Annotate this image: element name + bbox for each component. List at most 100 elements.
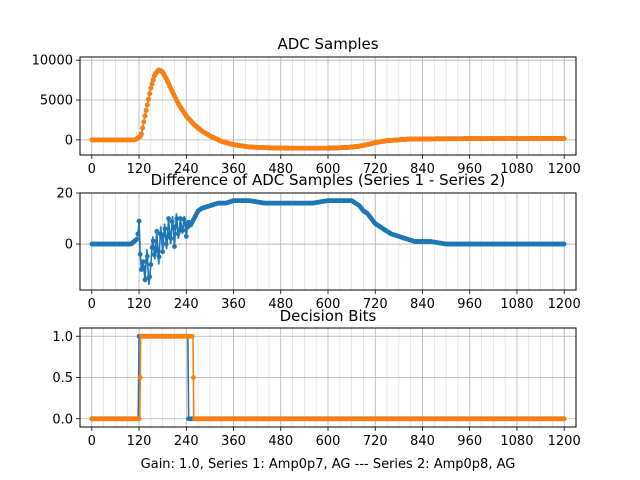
x-tick-label: 840 — [410, 297, 435, 312]
x-tick-label: 1080 — [500, 297, 533, 312]
y-tick-label: 1.0 — [52, 330, 73, 345]
x-tick-label: 1200 — [548, 434, 581, 449]
data-point — [141, 265, 147, 270]
data-point — [183, 233, 189, 239]
x-tick-label: 480 — [268, 162, 293, 177]
data-point — [142, 113, 148, 119]
data-point — [561, 136, 567, 141]
panel-3-title: Decision Bits — [280, 307, 377, 325]
data-point — [172, 244, 177, 250]
data-point — [139, 131, 144, 137]
y-tick-label: 10000 — [32, 54, 73, 69]
x-tick-label: 960 — [457, 434, 482, 449]
data-point — [136, 218, 142, 224]
data-point — [140, 125, 145, 131]
x-tick-label: 1200 — [548, 297, 581, 312]
x-tick-label: 1200 — [548, 162, 581, 177]
data-point — [152, 252, 157, 258]
data-point — [146, 96, 151, 102]
y-tick-label: 0 — [65, 133, 73, 148]
x-tick-label: 1080 — [500, 162, 533, 177]
data-point — [137, 251, 143, 257]
data-point — [144, 253, 150, 259]
y-tick-label: 0 — [65, 238, 73, 253]
data-point — [166, 216, 171, 221]
data-point — [149, 81, 155, 87]
x-tick-label: 720 — [363, 162, 388, 177]
data-point — [142, 277, 148, 283]
data-point — [147, 91, 153, 97]
data-point — [136, 416, 142, 422]
x-tick-label: 120 — [127, 162, 152, 177]
data-point — [154, 228, 160, 234]
x-tick-label: 480 — [268, 434, 293, 449]
data-point — [148, 85, 154, 91]
data-point — [143, 259, 149, 264]
x-tick-label: 600 — [316, 162, 341, 177]
data-point — [150, 77, 156, 83]
data-point — [181, 217, 187, 222]
panel-1-title: ADC Samples — [277, 35, 378, 53]
data-point — [150, 238, 156, 244]
data-point — [144, 102, 150, 108]
x-tick-label: 960 — [457, 162, 482, 177]
x-tick-label: 720 — [363, 434, 388, 449]
x-tick-label: 240 — [174, 297, 199, 312]
x-tick-label: 360 — [221, 297, 246, 312]
axes-frame — [79, 56, 577, 156]
data-point — [162, 226, 168, 232]
y-tick-label: 20 — [56, 187, 73, 202]
data-point — [189, 333, 195, 339]
axes-frame — [79, 192, 577, 291]
x-tick-label: 840 — [410, 434, 435, 449]
x-tick-label: 360 — [221, 434, 246, 449]
panel-1-adc-samples: 0 120 240 360 480 600 720 840 960 1080 1200 0 5000 10… — [32, 54, 581, 177]
data-point — [137, 375, 143, 380]
x-tick-label: 720 — [363, 297, 388, 312]
x-tick-label: 0 — [88, 297, 96, 312]
data-point — [147, 274, 153, 280]
data-point — [140, 259, 145, 265]
data-point — [173, 224, 179, 230]
data-point — [134, 236, 140, 242]
data-point — [561, 241, 567, 247]
data-point — [169, 219, 175, 224]
x-axis-label: Gain: 1.0, Series 1: Amp0p7, AG --- Seri… — [141, 457, 516, 472]
data-point — [156, 254, 162, 260]
y-tick-label: 0.5 — [52, 371, 73, 386]
data-point — [155, 248, 161, 254]
data-point — [149, 245, 155, 251]
data-point — [141, 119, 147, 125]
data-point — [167, 231, 173, 237]
y-tick-label: 0.0 — [52, 412, 73, 427]
x-tick-label: 600 — [316, 297, 341, 312]
x-tick-label: 840 — [410, 162, 435, 177]
data-point — [180, 227, 186, 233]
panel-2-title: Difference of ADC Samples (Series 1 - Se… — [151, 171, 506, 189]
x-tick-label: 1080 — [500, 434, 533, 449]
data-point — [143, 107, 149, 113]
data-point — [163, 241, 169, 247]
x-tick-label: 120 — [127, 434, 152, 449]
panel-2-difference: 0 120 240 360 480 600 720 840 960 1080 1200 0 20 — [56, 187, 580, 313]
x-tick-label: 360 — [221, 162, 246, 177]
data-point — [561, 416, 567, 422]
x-tick-label: 120 — [127, 297, 152, 312]
x-tick-label: 0 — [88, 434, 96, 449]
x-tick-label: 240 — [174, 162, 199, 177]
x-tick-label: 480 — [268, 297, 293, 312]
data-point — [168, 236, 174, 241]
data-point — [135, 231, 141, 237]
data-point — [161, 232, 167, 238]
x-tick-label: 240 — [174, 434, 199, 449]
data-point — [148, 262, 154, 267]
data-point — [160, 249, 166, 255]
y-tick-label: 5000 — [40, 94, 73, 109]
data-point — [190, 375, 196, 380]
axes-frame — [79, 327, 577, 428]
panel-3-decision-bits: 0 120 240 360 480 600 720 840 960 1080 1200 0.0 0.5 1… — [52, 327, 581, 449]
x-tick-label: 600 — [316, 434, 341, 449]
data-point — [174, 216, 180, 221]
